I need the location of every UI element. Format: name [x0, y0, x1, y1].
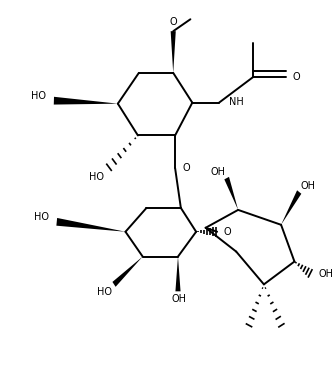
- Text: HO: HO: [89, 172, 104, 182]
- Polygon shape: [113, 257, 143, 287]
- Text: OH: OH: [301, 181, 316, 191]
- Text: O: O: [292, 72, 300, 82]
- Text: O: O: [223, 227, 231, 237]
- Text: OH: OH: [318, 269, 333, 279]
- Text: O: O: [182, 163, 190, 173]
- Text: NH: NH: [228, 97, 243, 107]
- Polygon shape: [56, 218, 126, 232]
- Text: OH: OH: [171, 294, 186, 304]
- Polygon shape: [171, 31, 176, 73]
- Text: O: O: [170, 16, 177, 27]
- Text: HO: HO: [31, 91, 46, 101]
- Text: HO: HO: [97, 287, 113, 297]
- Polygon shape: [224, 177, 238, 210]
- Polygon shape: [281, 190, 302, 225]
- Polygon shape: [176, 257, 181, 291]
- Text: OH: OH: [210, 167, 225, 177]
- Text: HO: HO: [34, 212, 49, 222]
- Polygon shape: [54, 97, 118, 105]
